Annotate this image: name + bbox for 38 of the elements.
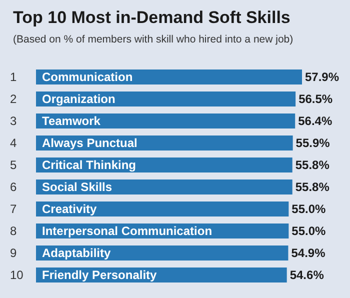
data-label: 54.9% — [291, 246, 326, 260]
y-tick-label: Social Skills — [42, 180, 112, 194]
data-label: 57.9% — [305, 70, 340, 84]
data-label: 55.0% — [292, 202, 326, 216]
text: 2 — [10, 92, 17, 106]
y-tick-label: Critical Thinking — [42, 158, 136, 172]
y-tick-label: Communication — [42, 70, 133, 84]
chart-subtitle: (Based on % of members with skill who hired into a new job) — [13, 34, 294, 46]
data-label: 55.9% — [296, 136, 330, 150]
data-label: 55.0% — [292, 224, 326, 238]
y-tick-label: Organization — [42, 92, 116, 106]
text: 6 — [10, 180, 17, 194]
y-tick-label: Friendly Personality — [42, 268, 158, 282]
text: 9 — [10, 246, 17, 260]
bar — [36, 92, 296, 106]
text: 10 — [10, 268, 24, 282]
text: 4 — [10, 136, 17, 150]
text: 1 — [10, 70, 17, 84]
data-label: 55.8% — [295, 158, 330, 172]
bar — [36, 246, 288, 260]
text: 7 — [10, 202, 17, 216]
data-label: 54.6% — [290, 268, 324, 282]
text: 8 — [10, 224, 17, 238]
bar — [36, 70, 302, 84]
y-tick-label: Adaptability — [42, 246, 111, 260]
data-label: 56.5% — [298, 92, 333, 106]
y-tick-label: Teamwork — [42, 114, 101, 128]
y-tick-label: Interpersonal Communication — [42, 224, 212, 238]
data-label: 55.8% — [295, 180, 330, 194]
text: 3 — [10, 114, 17, 128]
y-tick-label: Creativity — [42, 202, 98, 216]
bar — [36, 202, 289, 216]
y-tick-label: Always Punctual — [42, 136, 138, 150]
chart-title: Top 10 Most in-Demand Soft Skills — [13, 8, 290, 27]
text: 5 — [10, 158, 17, 172]
bar — [36, 180, 292, 194]
bar — [36, 114, 296, 128]
data-label: 56.4% — [298, 114, 332, 128]
